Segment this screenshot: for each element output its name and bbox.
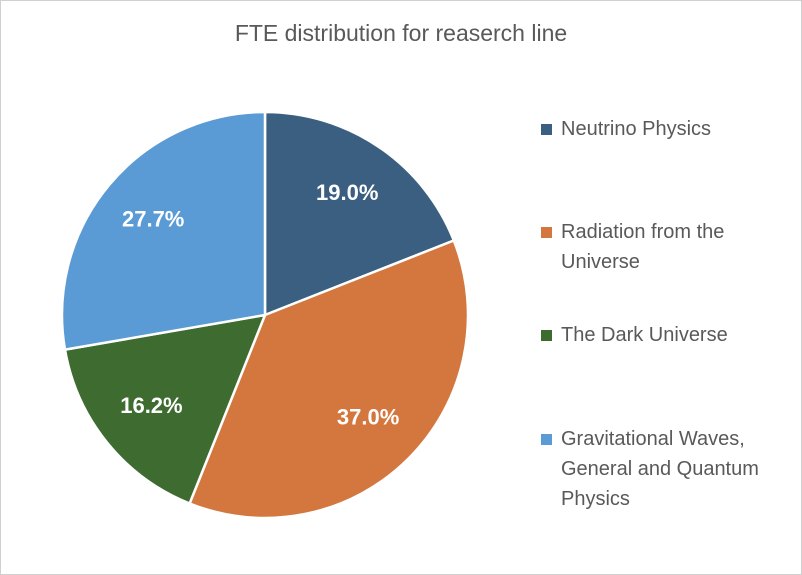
pie-slice [60, 110, 267, 352]
pie-slice [63, 313, 267, 506]
legend-label: Gravitational Waves, General and Quantum… [561, 428, 759, 510]
data-label: 37.0% [337, 404, 399, 429]
pie-slice [187, 238, 470, 520]
legend-label: The Dark Universe [561, 324, 728, 346]
pie-slice [263, 110, 456, 317]
legend-swatch [541, 227, 552, 238]
chart-title: FTE distribution for reaserch line [235, 20, 567, 46]
legend-item: Gravitational Waves, General and Quantum… [541, 424, 791, 514]
data-label: 27.7% [122, 207, 184, 232]
legend-swatch [541, 124, 552, 135]
data-label: 19.0% [316, 180, 378, 205]
legend-item: Neutrino Physics [541, 114, 791, 144]
legend-label: Radiation from the Universe [561, 221, 725, 273]
legend-item: Radiation from the Universe [541, 217, 791, 277]
legend-label: Neutrino Physics [561, 118, 712, 140]
data-label: 16.2% [120, 393, 182, 418]
legend-swatch [541, 434, 552, 445]
legend-item: The Dark Universe [541, 320, 791, 350]
legend-swatch [541, 330, 552, 341]
